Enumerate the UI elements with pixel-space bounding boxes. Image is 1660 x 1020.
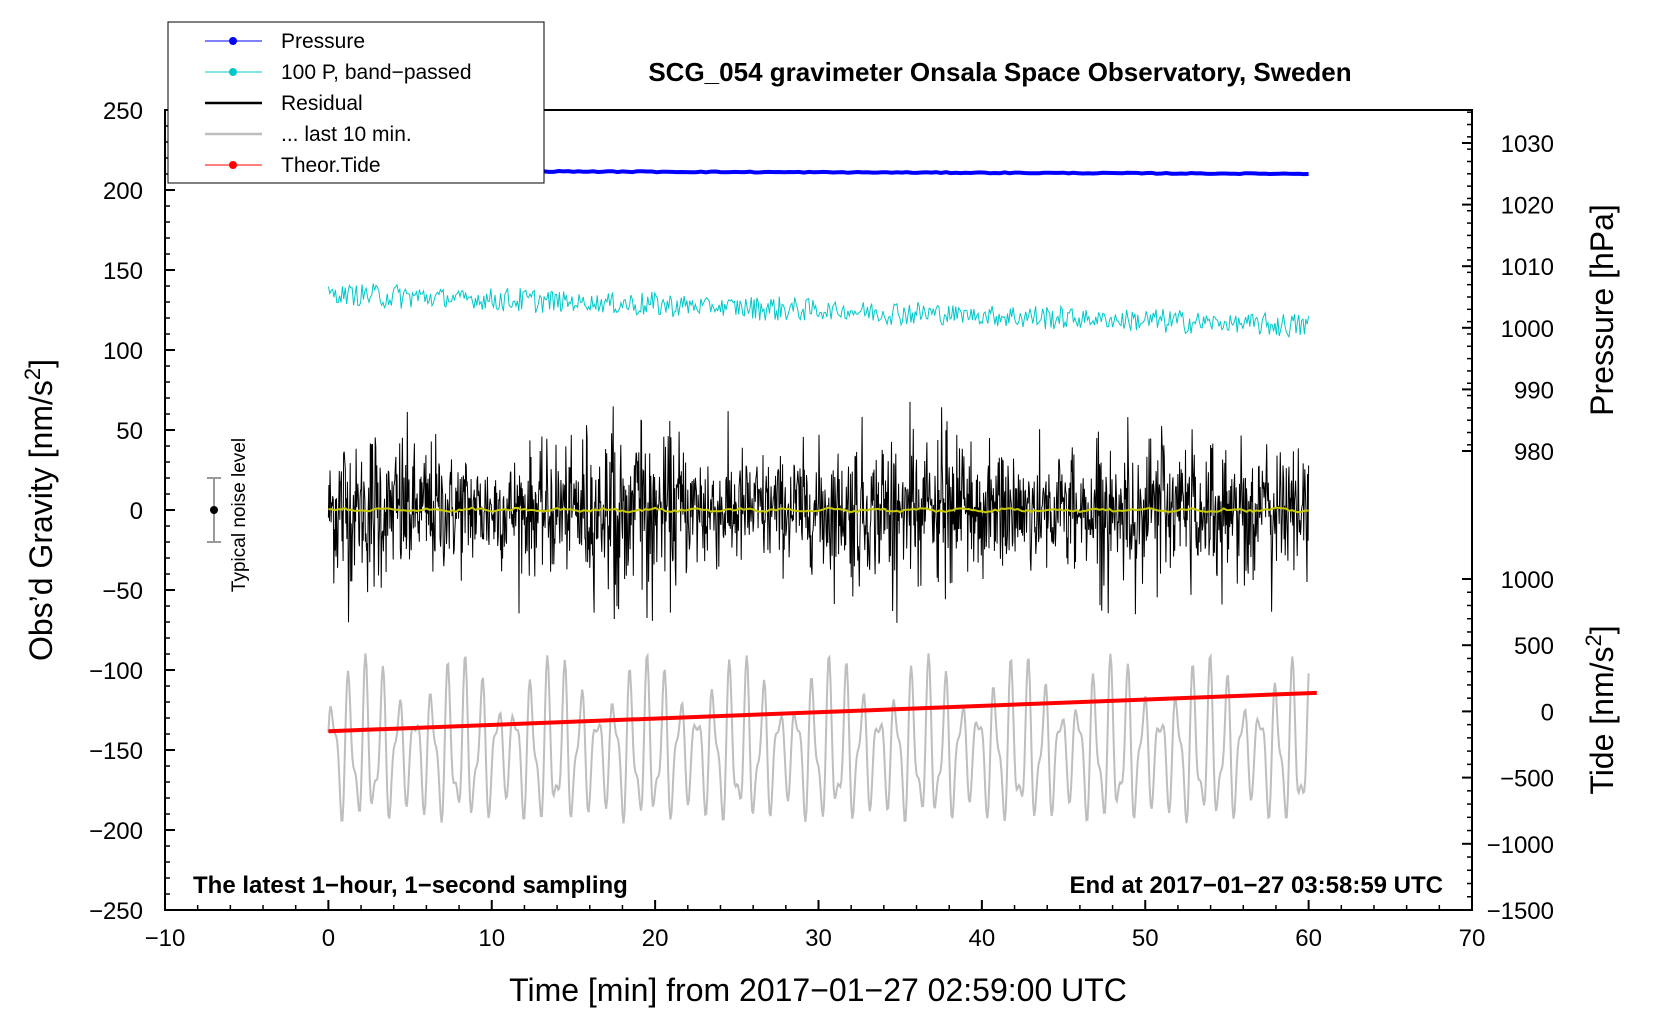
y-axis-tide-ticks: 1000 500 0 −500 −1000 −1500 bbox=[1462, 567, 1554, 925]
x-tick-label: 50 bbox=[1132, 925, 1159, 952]
note-sampling: The latest 1−hour, 1−second sampling bbox=[193, 872, 628, 899]
x-tick-label: 60 bbox=[1295, 925, 1322, 952]
theor-tide-line bbox=[328, 690, 1317, 734]
y-tick-label: 200 bbox=[103, 178, 143, 205]
noise-center-dot bbox=[210, 506, 219, 514]
y-tick-label: 150 bbox=[103, 258, 143, 285]
legend: Pressure 100 P, band−passed Residual ... la… bbox=[167, 21, 545, 184]
pressure-tick-label: 1000 bbox=[1501, 316, 1554, 343]
y-tick-label: −150 bbox=[89, 738, 143, 765]
residual-smoothed-line bbox=[328, 506, 1309, 514]
y-tick-label: 0 bbox=[130, 498, 143, 525]
x-tick-label: 40 bbox=[969, 925, 996, 952]
pressure-line bbox=[543, 168, 1309, 177]
tide-tick-label: 1000 bbox=[1501, 567, 1554, 594]
y-tick-label: 50 bbox=[116, 418, 143, 445]
legend-swatch-marker bbox=[229, 161, 237, 169]
y-tick-label: −250 bbox=[89, 898, 143, 925]
y-axis-tide-label: Tide [nm/s2] bbox=[1581, 625, 1620, 794]
tide-tick-label: 500 bbox=[1514, 633, 1554, 660]
legend-swatch-marker bbox=[229, 37, 237, 45]
legend-entries: Pressure 100 P, band−passed Residual ... la… bbox=[205, 30, 472, 177]
residual-line bbox=[327, 401, 1310, 623]
band-passed-series bbox=[327, 283, 1310, 339]
residual-smoothed-series bbox=[328, 506, 1309, 514]
x-axis-label: Time [min] from 2017−01−27 02:59:00 UTC bbox=[509, 972, 1127, 1008]
last-10-min-line bbox=[327, 652, 1310, 824]
x-axis-ticks: −10 0 10 20 30 40 50 60 70 bbox=[145, 900, 1486, 952]
pressure-tick-label: 1010 bbox=[1501, 254, 1554, 281]
y-axis-pressure-ticks: 1030 1020 1010 1000 990 980 bbox=[1462, 111, 1554, 466]
legend-label: Theor.Tide bbox=[281, 154, 381, 177]
pressure-tick-label: 980 bbox=[1514, 439, 1554, 466]
theor-tide-series bbox=[328, 690, 1317, 734]
x-tick-label: 70 bbox=[1459, 925, 1486, 952]
last-10-min-series bbox=[327, 652, 1310, 824]
x-tick-label: 30 bbox=[805, 925, 832, 952]
legend-label: 100 P, band−passed bbox=[281, 61, 472, 84]
legend-swatch-marker bbox=[229, 68, 237, 76]
pressure-series bbox=[543, 168, 1309, 177]
noise-level-marker bbox=[207, 477, 222, 543]
legend-label: Pressure bbox=[281, 30, 365, 53]
pressure-tick-label: 1020 bbox=[1501, 193, 1554, 220]
legend-label: ... last 10 min. bbox=[281, 123, 412, 146]
pressure-tick-label: 990 bbox=[1514, 377, 1554, 404]
y-axis-gravity-ticks: 250 200 150 100 50 0 −50 −100 −150 −200 −250 bbox=[89, 98, 175, 925]
note-end-time: End at 2017−01−27 03:58:59 UTC bbox=[1069, 872, 1443, 899]
y-tick-label: −100 bbox=[89, 658, 143, 685]
tide-tick-label: 0 bbox=[1541, 699, 1554, 726]
y-tick-label: −50 bbox=[102, 578, 143, 605]
x-tick-label: 20 bbox=[642, 925, 669, 952]
noise-level-label: Typical noise level bbox=[229, 438, 250, 592]
x-tick-label: 0 bbox=[322, 925, 335, 952]
x-tick-label: 10 bbox=[478, 925, 505, 952]
y-tick-label: −200 bbox=[89, 818, 143, 845]
tide-tick-label: −500 bbox=[1500, 766, 1554, 793]
tide-tick-label: −1000 bbox=[1487, 832, 1554, 859]
pressure-tick-label: 1030 bbox=[1501, 131, 1554, 158]
residual-series bbox=[327, 401, 1310, 623]
chart-title: SCG_054 gravimeter Onsala Space Observat… bbox=[648, 57, 1351, 87]
legend-label: Residual bbox=[281, 92, 363, 115]
y-axis-pressure-label: Pressure [hPa] bbox=[1584, 204, 1620, 416]
legend-box bbox=[167, 21, 545, 184]
x-tick-label: −10 bbox=[145, 925, 186, 952]
y-axis-gravity-label: Obs’d Gravity [nm/s2] bbox=[20, 359, 59, 661]
tide-tick-label: −1500 bbox=[1487, 898, 1554, 925]
y-tick-label: 100 bbox=[103, 338, 143, 365]
y-tick-label: 250 bbox=[103, 98, 143, 125]
band-passed-line bbox=[327, 283, 1310, 339]
